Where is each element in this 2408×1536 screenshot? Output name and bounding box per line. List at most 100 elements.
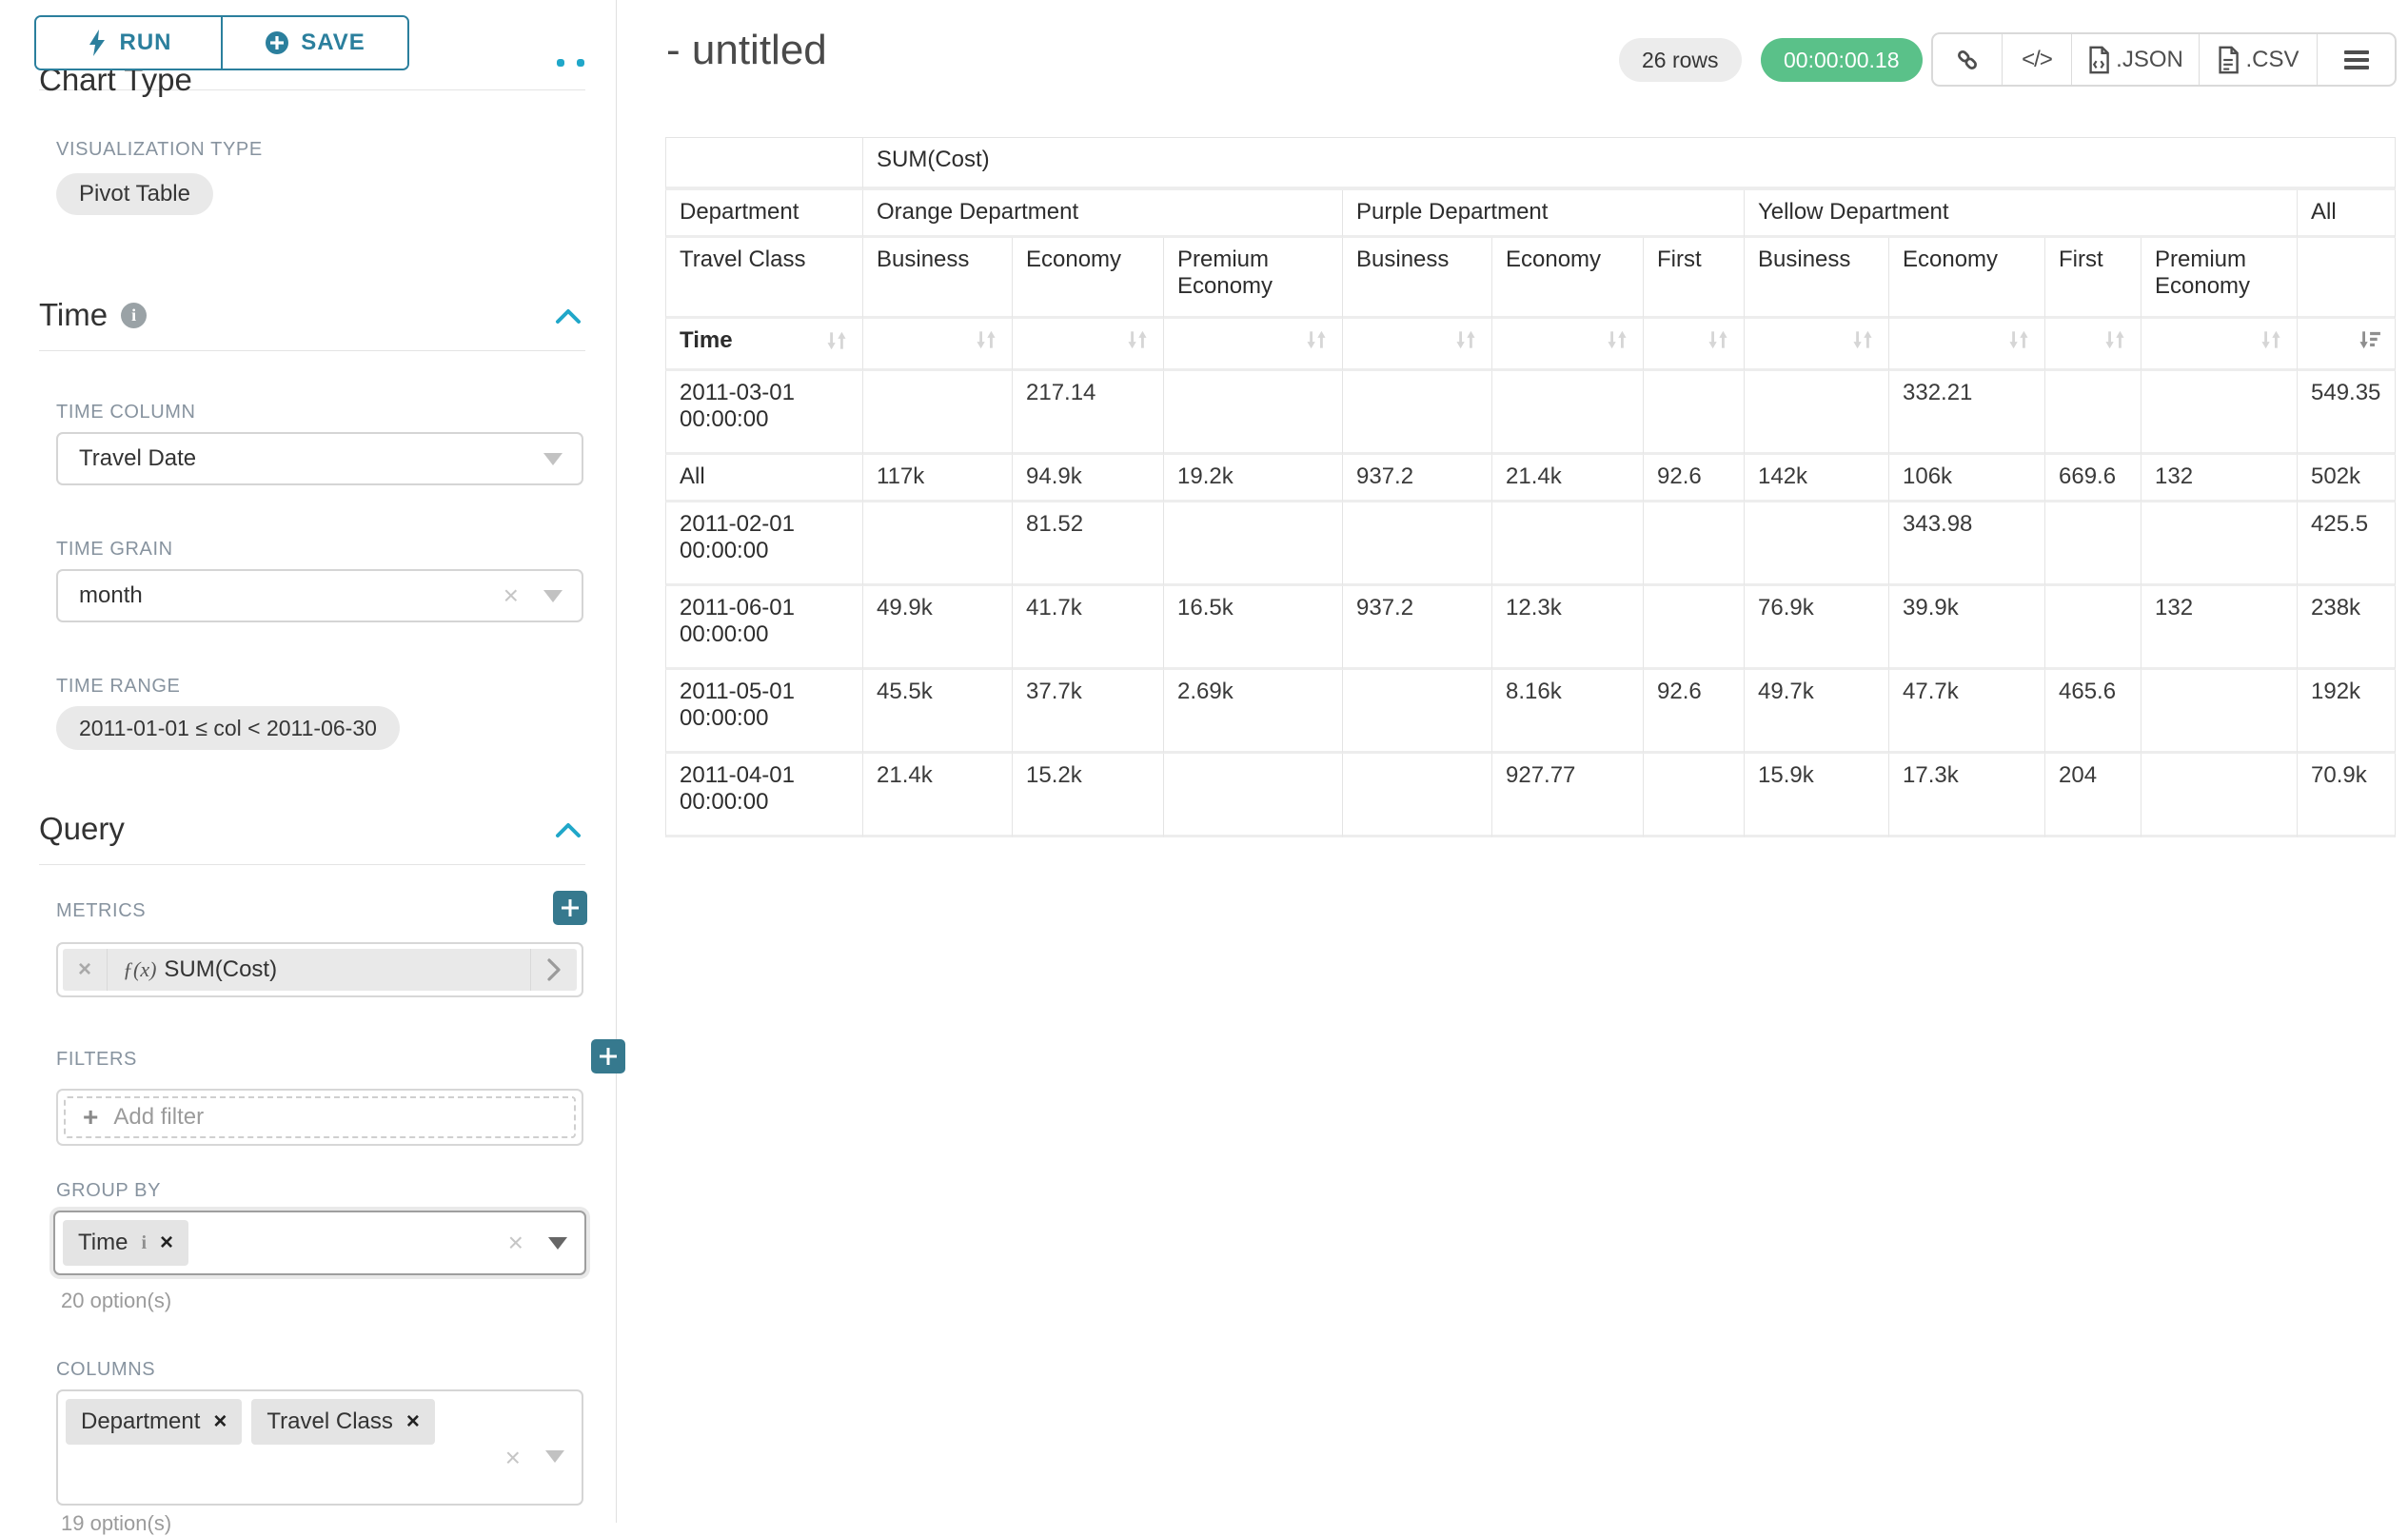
columns-tag-label: Travel Class <box>266 1408 392 1435</box>
travel-class-cell: Business <box>1343 238 1492 319</box>
remove-tag-icon[interactable]: × <box>160 1230 173 1256</box>
time-column-select[interactable]: Travel Date <box>56 432 583 485</box>
add-filter-button[interactable]: + Add filter <box>64 1096 576 1138</box>
travel-class-cell: First <box>1644 238 1745 319</box>
time-section-header: Time i <box>39 297 147 333</box>
value-cell: 94.9k <box>1013 455 1164 502</box>
value-cell: 502k <box>2298 455 2396 502</box>
copy-link-button[interactable] <box>1933 34 2003 85</box>
divider <box>39 350 585 351</box>
sort-icon <box>824 328 849 353</box>
time-grain-value: month <box>58 582 503 609</box>
sort-icon <box>2259 327 2283 352</box>
value-cell: 8.16k <box>1492 670 1644 754</box>
row-label-cell: 2011-06-01 00:00:00 <box>665 586 863 670</box>
column-sort-cell[interactable] <box>2298 319 2396 371</box>
clear-icon[interactable]: × <box>503 582 519 609</box>
export-csv-button[interactable]: .CSV <box>2200 34 2318 85</box>
row-label-cell: All <box>665 455 863 502</box>
columns-select[interactable]: Department × Travel Class × × <box>56 1389 583 1506</box>
collapse-chevron-up-icon[interactable] <box>554 306 582 327</box>
remove-tag-icon[interactable]: × <box>213 1408 227 1435</box>
view-query-button[interactable]: </> <box>2003 34 2072 85</box>
table-row: All117k94.9k19.2k937.221.4k92.6142k106k6… <box>665 455 2396 502</box>
time-sort-cell[interactable]: Time <box>665 319 863 371</box>
column-sort-cell[interactable] <box>2045 319 2142 371</box>
row-label-cell: 2011-05-01 00:00:00 <box>665 670 863 754</box>
chevron-down-icon <box>545 1450 564 1463</box>
value-cell <box>1343 502 1492 586</box>
column-sort-cell[interactable] <box>1889 319 2045 371</box>
value-cell: 76.9k <box>1745 586 1889 670</box>
column-sort-cell[interactable] <box>863 319 1013 371</box>
department-group-cell: Yellow Department <box>1745 190 2298 238</box>
travel-class-cell: Economy <box>1492 238 1644 319</box>
visualization-type-value[interactable]: Pivot Table <box>56 173 213 215</box>
value-cell: 937.2 <box>1343 455 1492 502</box>
travel-class-cell: Economy <box>1013 238 1164 319</box>
file-icon <box>2217 46 2240 74</box>
remove-tag-icon[interactable]: × <box>406 1408 420 1435</box>
value-cell <box>2142 502 2298 586</box>
column-sort-cell[interactable] <box>1164 319 1343 371</box>
table-row: 2011-05-01 00:00:0045.5k37.7k2.69k8.16k9… <box>665 670 2396 754</box>
chevron-up-icon <box>557 59 564 67</box>
column-sort-cell[interactable] <box>1343 319 1492 371</box>
clear-icon[interactable]: × <box>505 1445 521 1471</box>
column-sort-cell[interactable] <box>1013 319 1164 371</box>
run-button-label: RUN <box>120 30 172 56</box>
clear-icon[interactable]: × <box>508 1230 523 1256</box>
remove-metric-icon[interactable]: × <box>63 949 108 991</box>
visualization-type-text: Pivot Table <box>79 181 190 207</box>
chevron-right-icon <box>545 957 563 982</box>
value-cell <box>2142 371 2298 455</box>
group-by-select[interactable]: Time i × × <box>53 1211 586 1275</box>
value-cell: 425.5 <box>2298 502 2396 586</box>
travel-class-cell: Economy <box>1889 238 2045 319</box>
add-metric-button[interactable] <box>553 891 587 925</box>
metrics-control: × ƒ(x)SUM(Cost) <box>56 942 583 997</box>
columns-option-count: 19 option(s) <box>61 1511 171 1536</box>
travel-class-cell: Business <box>1745 238 1889 319</box>
value-cell <box>1343 670 1492 754</box>
table-row: 2011-02-01 00:00:0081.52343.98425.5 <box>665 502 2396 586</box>
collapse-chevron-up-icon[interactable] <box>554 820 582 841</box>
value-cell: 132 <box>2142 455 2298 502</box>
row-label-cell: 2011-04-01 00:00:00 <box>665 754 863 837</box>
value-cell: 45.5k <box>863 670 1013 754</box>
department-header-cell: Department <box>665 190 863 238</box>
control-panel: Chart Type RUN SAVE VISUALIZATION TYPE P… <box>0 0 617 1523</box>
value-cell: 81.52 <box>1013 502 1164 586</box>
expand-metric-button[interactable] <box>530 949 577 991</box>
column-sort-cell[interactable] <box>1644 319 1745 371</box>
hamburger-icon <box>2344 47 2369 73</box>
column-sort-cell[interactable] <box>1492 319 1644 371</box>
department-group-cell: Purple Department <box>1343 190 1745 238</box>
save-button[interactable]: SAVE <box>223 17 407 69</box>
run-button[interactable]: RUN <box>36 17 223 69</box>
column-sort-cell[interactable] <box>2142 319 2298 371</box>
sort-icon <box>1304 327 1329 352</box>
value-cell: 217.14 <box>1013 371 1164 455</box>
metric-item[interactable]: × ƒ(x)SUM(Cost) <box>63 949 577 991</box>
metric-text: ƒ(x)SUM(Cost) <box>108 956 530 983</box>
value-cell: 19.2k <box>1164 455 1343 502</box>
pivot-table: SUM(Cost)DepartmentOrange DepartmentPurp… <box>665 137 2396 837</box>
value-cell: 192k <box>2298 670 2396 754</box>
timer-text: 00:00:00.18 <box>1784 48 1900 73</box>
time-range-value[interactable]: 2011-01-01 ≤ col < 2011-06-30 <box>56 706 400 750</box>
value-cell: 204 <box>2045 754 2142 837</box>
add-filter-label: Add filter <box>113 1104 204 1131</box>
value-cell: 49.9k <box>863 586 1013 670</box>
value-cell: 70.9k <box>2298 754 2396 837</box>
sort-icon <box>1850 327 1875 352</box>
add-filter-plus-button[interactable] <box>591 1039 625 1073</box>
column-sort-cell[interactable] <box>1745 319 1889 371</box>
value-cell <box>1745 502 1889 586</box>
menu-button[interactable] <box>2318 34 2395 85</box>
department-group-cell: Orange Department <box>863 190 1343 238</box>
export-json-button[interactable]: .JSON <box>2072 34 2200 85</box>
value-cell: 549.35 <box>2298 371 2396 455</box>
row-count-text: 26 rows <box>1642 48 1719 73</box>
time-grain-select[interactable]: month × <box>56 569 583 622</box>
